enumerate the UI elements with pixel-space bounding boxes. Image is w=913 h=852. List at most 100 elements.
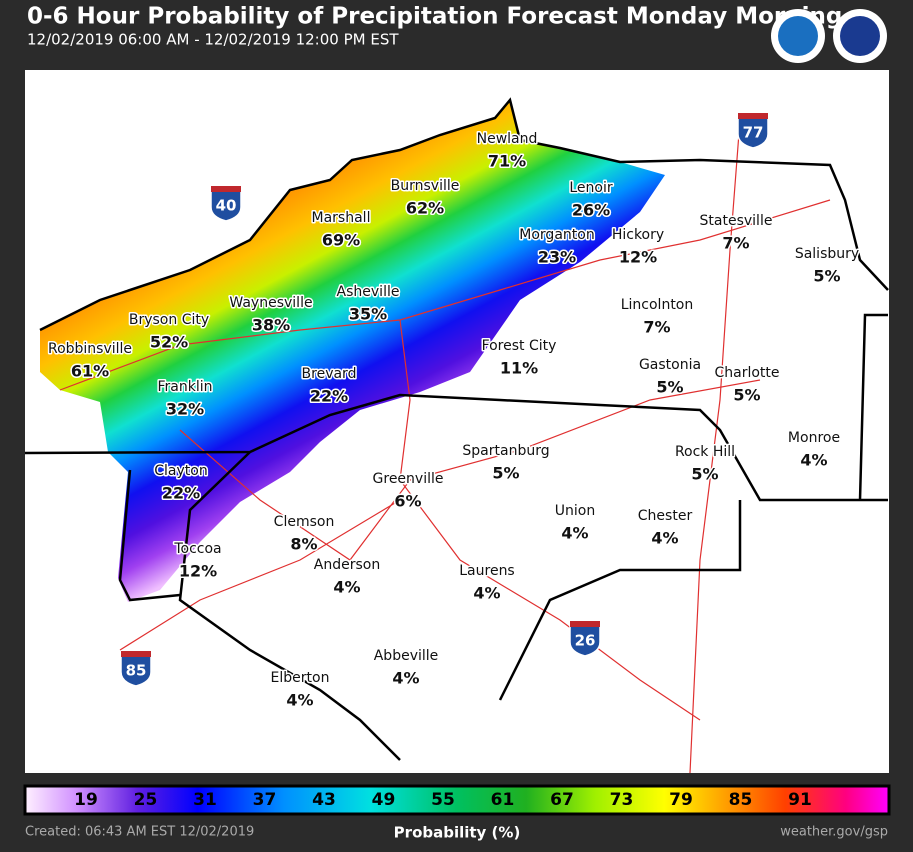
city-forecast: 6%: [394, 492, 421, 511]
color-bar-label: 61: [491, 790, 515, 810]
city-name: Monroe: [788, 430, 840, 446]
shield-top: [211, 186, 241, 192]
city-name: Charlotte: [714, 365, 779, 381]
interstate-number: 77: [743, 124, 764, 142]
city-name: Waynesville: [229, 295, 312, 311]
city-forecast: 4%: [800, 451, 827, 470]
city-forecast: 12%: [619, 248, 657, 267]
city-name: Statesville: [700, 213, 773, 229]
city-forecast: 5%: [813, 267, 840, 286]
city-forecast: 38%: [252, 316, 290, 335]
city-name: Asheville: [337, 284, 400, 300]
city-forecast: 7%: [643, 318, 670, 337]
city-forecast: 4%: [333, 578, 360, 597]
precip-swath: [40, 100, 665, 602]
city-name: Brevard: [302, 366, 357, 382]
shield-top: [121, 651, 151, 657]
city-forecast: 8%: [290, 535, 317, 554]
color-bar-label: 31: [193, 790, 217, 810]
interstate-number: 26: [575, 632, 596, 650]
color-bar-label: 25: [134, 790, 158, 810]
city-forecast: 71%: [488, 152, 526, 171]
city-name: Spartanburg: [462, 443, 549, 459]
created: Created: 06:43 AM EST 12/02/2019: [25, 825, 254, 840]
interstates: 40 77 85 26: [120, 113, 769, 687]
city-forecast: 4%: [561, 524, 588, 543]
shield-top: [570, 621, 600, 627]
city-forecast: 32%: [166, 400, 204, 419]
city-forecast: 5%: [492, 464, 519, 483]
city-forecast: 22%: [310, 387, 348, 406]
color-bar: [23, 784, 891, 816]
city-name: Union: [555, 503, 595, 519]
interstate-number: 40: [216, 197, 237, 215]
city-forecast: 26%: [572, 201, 610, 220]
shield: [120, 653, 152, 687]
city-forecast: 5%: [733, 386, 760, 405]
color-bar-label: 43: [312, 790, 336, 810]
color-bar-label: 37: [253, 790, 277, 810]
shield: [737, 115, 769, 149]
legend-title: Probability (%): [394, 824, 521, 842]
city-name: Burnsville: [391, 178, 460, 194]
city-forecast: 23%: [538, 248, 576, 267]
state-borders: [24, 97, 889, 761]
color-bar-label: 67: [550, 790, 574, 810]
title: 0-6 Hour Probability of Precipitation Fo…: [27, 4, 842, 30]
city-forecast: 4%: [286, 691, 313, 710]
city-name: Clayton: [154, 463, 207, 479]
city-forecast: 61%: [71, 362, 109, 381]
city-forecast: 5%: [656, 378, 683, 397]
city-name: Gastonia: [639, 357, 701, 373]
city-name: Bryson City: [129, 312, 209, 328]
city-forecast: 7%: [722, 234, 749, 253]
city-name: Elberton: [271, 670, 330, 686]
city-name: Franklin: [157, 379, 212, 395]
city-forecast: 69%: [322, 231, 360, 250]
shield-top: [738, 113, 768, 119]
color-bar-label: 49: [372, 790, 396, 810]
city-name: Morganton: [519, 227, 594, 243]
site: weather.gov/gsp: [780, 825, 888, 840]
city-forecast: 22%: [162, 484, 200, 503]
city-name: Anderson: [314, 557, 380, 573]
roads: [59, 119, 831, 774]
shield: [210, 188, 242, 222]
color-bar-label: 91: [788, 790, 812, 810]
color-bar-label: 79: [669, 790, 693, 810]
city-name: Chester: [638, 508, 693, 524]
city-name: Laurens: [459, 563, 514, 579]
city-name: Newland: [477, 131, 538, 147]
city-labels: Newland 71% Burnsville 62% Marshall 69% Lenoir…: [46, 130, 860, 712]
city-name: Clemson: [274, 514, 335, 530]
city-forecast: 52%: [150, 333, 188, 352]
color-bar-ticks: 19 25 31 37 43 49 55 61 67 73 79 85 91: [74, 790, 812, 810]
city-name: Greenville: [373, 471, 444, 487]
city-name: Marshall: [312, 210, 371, 226]
city-forecast: 35%: [349, 305, 387, 324]
city-name: Lincolnton: [621, 297, 694, 313]
logos: [771, 9, 887, 63]
city-name: Lenoir: [569, 180, 612, 196]
city-name: Hickory: [612, 227, 664, 243]
city-forecast: 4%: [651, 529, 678, 548]
shield: [569, 623, 601, 657]
city-name: Rock Hill: [675, 444, 735, 460]
city-name: Toccoa: [173, 541, 221, 557]
city-forecast: 11%: [500, 359, 538, 378]
city-forecast: 5%: [691, 465, 718, 484]
city-forecast: 12%: [179, 562, 217, 581]
city-name: Abbeville: [374, 648, 439, 664]
city-forecast: 4%: [392, 669, 419, 688]
color-bar-label: 55: [431, 790, 455, 810]
subtitle: 12/02/2019 06:00 AM - 12/02/2019 12:00 P…: [27, 31, 399, 49]
interstate-number: 85: [126, 662, 147, 680]
city-name: Salisbury: [795, 246, 859, 262]
city-forecast: 62%: [406, 199, 444, 218]
color-bar-label: 73: [610, 790, 634, 810]
city-forecast: 4%: [473, 584, 500, 603]
city-name: Forest City: [482, 338, 557, 354]
city-name: Robbinsville: [48, 341, 132, 357]
